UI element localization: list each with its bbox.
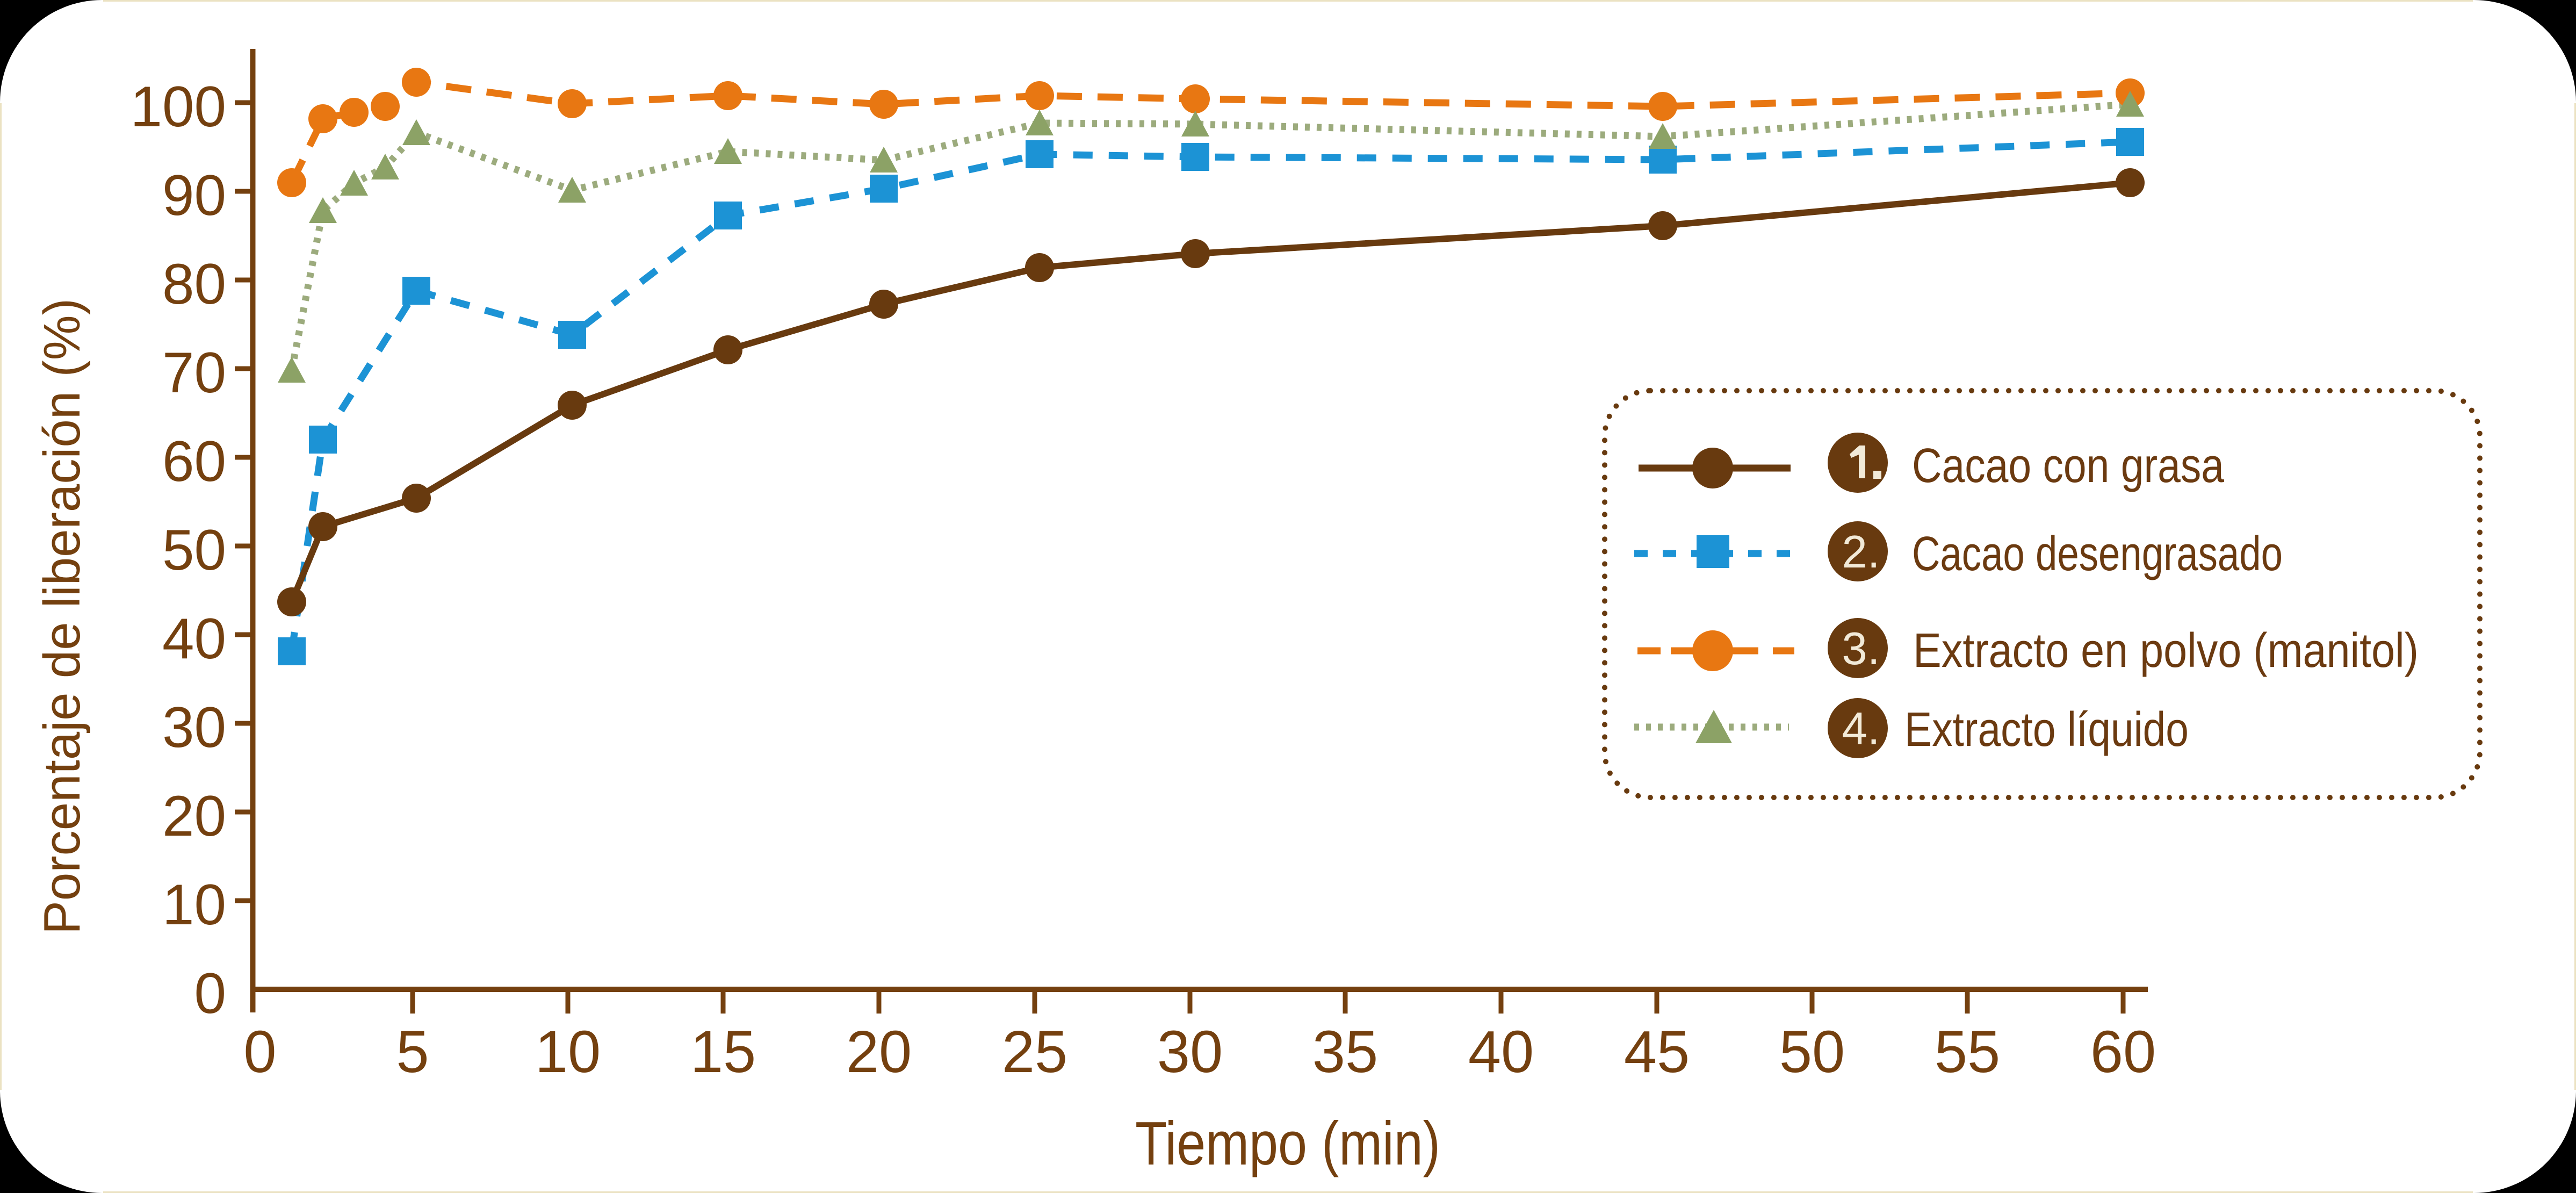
svg-text:45: 45 (1624, 1019, 1690, 1085)
svg-text:20: 20 (162, 784, 226, 848)
svg-text:5: 5 (396, 1019, 429, 1085)
svg-text:10: 10 (535, 1019, 601, 1085)
svg-text:80: 80 (162, 251, 226, 316)
svg-text:0: 0 (194, 961, 226, 1025)
svg-text:15: 15 (690, 1019, 756, 1085)
svg-text:Porcentaje de liberación (%): Porcentaje de liberación (%) (33, 298, 91, 935)
svg-text:35: 35 (1312, 1019, 1378, 1085)
svg-text:50: 50 (162, 518, 226, 582)
svg-text:50: 50 (1779, 1019, 1845, 1085)
svg-text:70: 70 (162, 340, 226, 405)
svg-text:90: 90 (162, 163, 226, 227)
svg-text:60: 60 (2090, 1019, 2156, 1085)
svg-text:55: 55 (1935, 1019, 2000, 1085)
svg-text:20: 20 (846, 1019, 912, 1085)
svg-text:2.: 2. (1842, 527, 1880, 578)
svg-text:10: 10 (162, 872, 226, 937)
svg-text:60: 60 (162, 429, 226, 493)
svg-text:40: 40 (1468, 1019, 1534, 1085)
svg-text:30: 30 (1157, 1019, 1223, 1085)
svg-text:Extracto líquido: Extracto líquido (1904, 703, 2189, 757)
svg-text:40: 40 (162, 606, 226, 671)
svg-text:Cacao con grasa: Cacao con grasa (1912, 439, 2225, 493)
svg-text:Extracto en polvo (manitol): Extracto en polvo (manitol) (1913, 624, 2419, 678)
svg-text:0: 0 (243, 1019, 276, 1085)
svg-text:100: 100 (130, 74, 226, 139)
svg-text:4.: 4. (1842, 703, 1880, 754)
svg-text:Cacao desengrasado: Cacao desengrasado (1912, 527, 2283, 581)
svg-text:30: 30 (162, 695, 226, 759)
svg-text:Tiempo (min): Tiempo (min) (1135, 1110, 1440, 1178)
svg-text:25: 25 (1002, 1019, 1067, 1085)
svg-text:3.: 3. (1842, 623, 1880, 674)
